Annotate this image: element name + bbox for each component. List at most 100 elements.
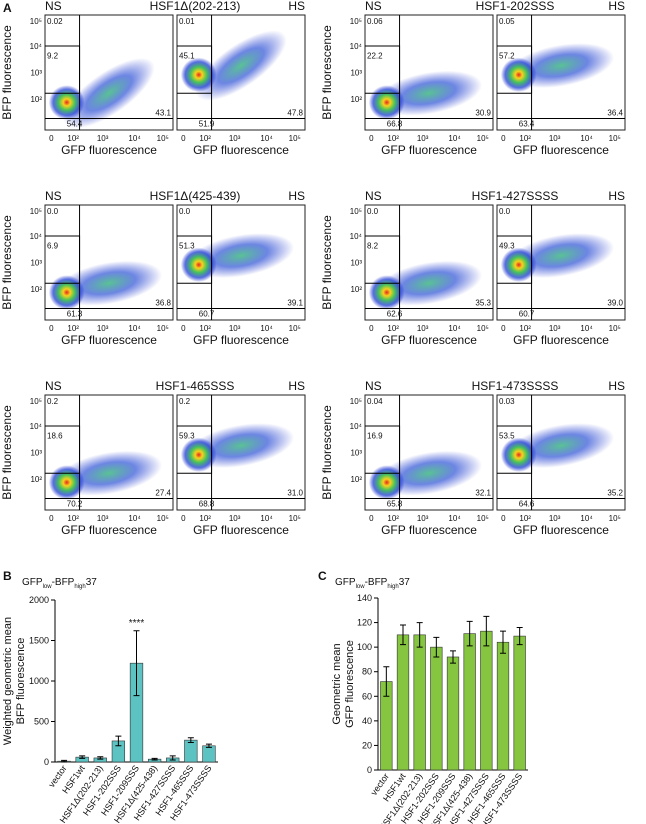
title-part: GFP	[335, 577, 356, 588]
x-axis-label: GFP fluorescence	[513, 143, 609, 157]
x-tick-label: 10²	[199, 134, 211, 143]
y-tick-label: 10³	[30, 449, 42, 458]
gate-line	[497, 425, 533, 474]
x-axis-label: GFP fluorescence	[381, 333, 477, 347]
plot-title: HSF1-202SSS	[476, 0, 555, 13]
x-tick-label: 0	[501, 134, 506, 143]
x-tick-label: 10⁴	[128, 134, 141, 143]
condition-label: HS	[608, 0, 625, 13]
gate-percent: 32.1	[475, 489, 491, 498]
y-tick-label: 10⁴	[350, 422, 363, 431]
x-tick-label: 10⁴	[128, 324, 141, 333]
condition-label: HS	[288, 189, 305, 203]
x-tick-label: 10⁵	[289, 324, 301, 333]
y-tick-label: 1000	[29, 676, 49, 686]
y-tick-label: 10⁵	[350, 207, 362, 216]
condition-label: HS	[608, 189, 625, 203]
y-tick-label: 10²	[30, 475, 42, 484]
title-part: low	[43, 584, 53, 590]
y-axis-label: BFP fluorescence	[15, 638, 27, 725]
title-part: high	[387, 584, 398, 590]
x-tick-label: 10⁴	[580, 134, 593, 143]
gate-line	[177, 235, 213, 284]
y-tick-label: 10⁵	[30, 17, 42, 26]
gate-percent: 65.8	[387, 500, 403, 509]
y-tick-label: 140	[357, 593, 372, 603]
gate-percent: 39.0	[607, 299, 623, 308]
x-tick-label: 10⁵	[609, 324, 621, 333]
condition-label: HS	[608, 379, 625, 393]
gate-percent: 64.6	[519, 500, 535, 509]
gate-percent: 43.1	[155, 109, 171, 118]
y-tick-label: 60	[362, 691, 372, 701]
bar	[430, 646, 443, 771]
gate-percent: 0.04	[367, 397, 383, 406]
gate-percent: 70.2	[67, 500, 83, 509]
x-tick-label: 10²	[67, 134, 79, 143]
flow-plot: 0.2 18.6 70.2 27.4	[44, 394, 174, 511]
title-part: -BFP	[365, 577, 388, 588]
error-bar	[416, 622, 423, 648]
x-tick-label: 10³	[417, 134, 429, 143]
bar	[463, 633, 476, 771]
x-tick-label: 0	[501, 514, 506, 523]
gate-percent: 54.4	[67, 120, 83, 129]
error-bar	[450, 650, 456, 664]
gate-percent: 62.6	[387, 310, 403, 319]
x-tick-label: 0	[501, 324, 506, 333]
gate-percent: 59.3	[179, 432, 195, 441]
gate-percent: 0.0	[179, 207, 191, 216]
gate-percent: 63.4	[519, 120, 535, 129]
title-part: low	[356, 584, 366, 590]
x-tick-label: 0	[181, 134, 186, 143]
error-bar	[151, 757, 158, 761]
flow-plot: 0.01 45.1 51.9 47.8	[176, 14, 306, 131]
event-density	[180, 247, 217, 283]
error-bar	[500, 630, 506, 654]
error-bar	[516, 626, 523, 646]
error-bar	[133, 630, 140, 697]
condition-label: NS	[365, 189, 382, 203]
y-tick-label: 10⁴	[350, 42, 363, 51]
x-tick-label: 10²	[199, 324, 211, 333]
event-density	[368, 275, 405, 310]
x-tick-label: 10³	[97, 514, 109, 523]
x-axis-label: GFP fluorescence	[61, 143, 157, 157]
event-density	[180, 437, 217, 473]
gate-percent: 39.1	[287, 299, 303, 308]
y-tick-label: 2000	[29, 595, 49, 605]
y-tick-label: 80	[362, 667, 372, 677]
x-tick-label: 0	[49, 134, 54, 143]
error-bar	[466, 620, 473, 647]
bar	[496, 641, 510, 771]
gate-percent: 0.06	[367, 17, 383, 26]
title-part: 37	[399, 577, 411, 588]
gate-line	[497, 235, 533, 284]
plot-title: HSF1-465SSS	[156, 379, 235, 393]
gate-percent: 35.2	[607, 489, 623, 498]
x-tick-label: 10⁵	[289, 134, 301, 143]
event-cloud	[63, 58, 155, 129]
chart-title: GFPlow-BFPhigh37	[22, 577, 97, 590]
x-tick-label: 10²	[519, 514, 531, 523]
gate-percent: 0.01	[179, 17, 195, 26]
y-tick-label: 10²	[350, 95, 362, 104]
gate-percent: 27.4	[155, 489, 171, 498]
bar	[480, 630, 493, 771]
gate-percent: 36.4	[607, 109, 623, 118]
y-axis-label: Weighted geometric mean	[2, 617, 14, 745]
gate-line	[365, 425, 401, 474]
title-part: -BFP	[52, 577, 75, 588]
event-density	[500, 57, 537, 93]
error-bar	[205, 743, 212, 748]
x-axis-label: GFP fluorescence	[193, 143, 289, 157]
y-axis-label: BFP fluorescence	[0, 25, 14, 120]
flow-plot: 0.0 49.3 60.7 39.0	[496, 204, 626, 321]
x-tick-label: 10²	[199, 514, 211, 523]
x-tick-label: 10²	[67, 324, 79, 333]
y-tick-label: 10⁵	[350, 397, 362, 406]
bar	[513, 635, 526, 771]
x-tick-label: 10⁴	[580, 514, 593, 523]
error-bar	[383, 666, 390, 697]
